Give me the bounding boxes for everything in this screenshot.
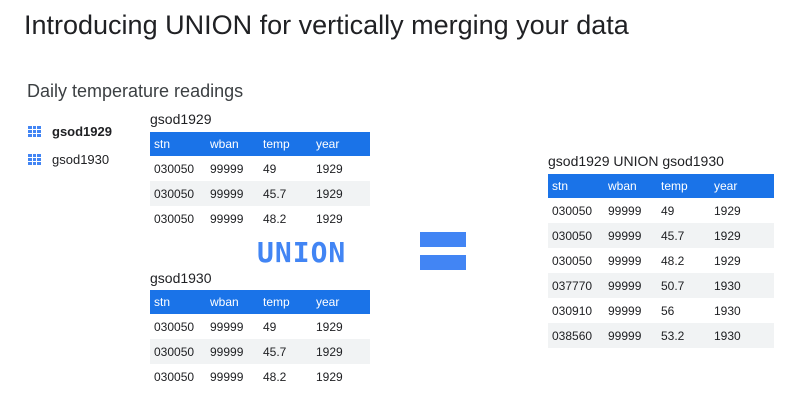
table-row: 030050 99999 48.2 1929 (548, 248, 774, 273)
cell-stn: 030050 (150, 181, 206, 206)
column-header-year: year (312, 132, 370, 156)
table-header-row: stn wban temp year (548, 174, 774, 198)
cell-wban: 99999 (210, 369, 244, 384)
sidebar-item-gsod1930[interactable]: gsod1930 (28, 145, 112, 173)
cell-temp: 56 (661, 303, 675, 318)
cell-year: 1929 (714, 203, 741, 218)
cell-year: 1930 (714, 303, 741, 318)
cell-stn: 030050 (552, 203, 593, 218)
cell-temp: 49 (661, 203, 675, 218)
cell-temp: 48.2 (661, 253, 685, 268)
cell-stn: 030050 (154, 369, 195, 384)
table-gsod1930: stn wban temp year 030050 99999 49 1929 … (150, 290, 370, 389)
column-header-stn: stn (150, 290, 206, 314)
cell-temp: 50.7 (657, 273, 710, 298)
dataset-sidebar: gsod1929 gsod1930 (28, 117, 112, 173)
table-union-result: stn wban temp year 030050 99999 49 1929 … (548, 174, 774, 348)
table-row: 030050 99999 49 1929 (150, 314, 370, 339)
cell-wban: 99999 (604, 223, 657, 248)
cell-year: 1929 (316, 369, 343, 384)
table-caption-gsod1930: gsod1930 (150, 270, 212, 286)
table-row: 030910 99999 56 1930 (548, 298, 774, 323)
cell-wban: 99999 (608, 253, 642, 268)
cell-year: 1929 (312, 339, 370, 364)
cell-temp: 48.2 (263, 211, 287, 226)
cell-temp: 45.7 (657, 223, 710, 248)
cell-year: 1929 (316, 161, 343, 176)
column-header-temp: temp (259, 290, 312, 314)
column-header-year: year (710, 174, 774, 198)
cell-stn: 038560 (548, 323, 604, 348)
cell-wban: 99999 (210, 211, 244, 226)
cell-year: 1929 (714, 253, 741, 268)
table-row: 030050 99999 45.7 1929 (150, 339, 370, 364)
column-header-temp: temp (259, 132, 312, 156)
table-row: 030050 99999 45.7 1929 (150, 181, 370, 206)
column-header-wban: wban (206, 132, 259, 156)
table-caption-gsod1929: gsod1929 (150, 111, 212, 127)
table-row: 030050 99999 45.7 1929 (548, 223, 774, 248)
slide-title: Introducing UNION for vertically merging… (24, 10, 629, 40)
cell-temp: 49 (263, 319, 277, 334)
cell-year: 1929 (316, 319, 343, 334)
cell-temp: 53.2 (657, 323, 710, 348)
cell-wban: 99999 (604, 323, 657, 348)
cell-temp: 49 (263, 161, 277, 176)
cell-stn: 030910 (552, 303, 593, 318)
table-row: 037770 99999 50.7 1930 (548, 273, 774, 298)
table-header-row: stn wban temp year (150, 290, 370, 314)
table-row: 030050 99999 48.2 1929 (150, 364, 370, 389)
sidebar-item-label: gsod1930 (52, 151, 110, 167)
cell-stn: 030050 (154, 161, 195, 176)
cell-year: 1929 (710, 223, 774, 248)
sidebar-item-gsod1929[interactable]: gsod1929 (28, 117, 112, 145)
cell-wban: 99999 (210, 161, 244, 176)
union-keyword: UNION (257, 236, 347, 269)
cell-stn: 030050 (154, 211, 195, 226)
table-grid-icon (28, 125, 41, 137)
cell-stn: 030050 (154, 319, 195, 334)
column-header-temp: temp (657, 174, 710, 198)
table-header-row: stn wban temp year (150, 132, 370, 156)
cell-wban: 99999 (206, 181, 259, 206)
cell-wban: 99999 (206, 339, 259, 364)
cell-wban: 99999 (210, 319, 244, 334)
sidebar-item-label: gsod1929 (52, 123, 112, 139)
column-header-stn: stn (548, 174, 604, 198)
column-header-year: year (312, 290, 370, 314)
cell-year: 1930 (710, 323, 774, 348)
cell-stn: 030050 (548, 223, 604, 248)
table-grid-icon (28, 153, 41, 165)
cell-year: 1930 (710, 273, 774, 298)
table-row: 038560 99999 53.2 1930 (548, 323, 774, 348)
table-gsod1929: stn wban temp year 030050 99999 49 1929 … (150, 132, 370, 231)
cell-wban: 99999 (608, 303, 642, 318)
column-header-stn: stn (150, 132, 206, 156)
equals-sign-top-bar (420, 232, 466, 247)
slide-subtitle: Daily temperature readings (27, 81, 244, 101)
table-row: 030050 99999 49 1929 (548, 198, 774, 223)
cell-temp: 45.7 (259, 339, 312, 364)
table-caption-result: gsod1929 UNION gsod1930 (548, 153, 724, 169)
column-header-wban: wban (206, 290, 259, 314)
cell-wban: 99999 (608, 203, 642, 218)
cell-temp: 45.7 (259, 181, 312, 206)
table-row: 030050 99999 48.2 1929 (150, 206, 370, 231)
cell-wban: 99999 (604, 273, 657, 298)
cell-year: 1929 (316, 211, 343, 226)
table-row: 030050 99999 49 1929 (150, 156, 370, 181)
column-header-wban: wban (604, 174, 657, 198)
cell-stn: 030050 (150, 339, 206, 364)
cell-stn: 030050 (552, 253, 593, 268)
equals-sign-bottom-bar (420, 255, 466, 270)
cell-stn: 037770 (548, 273, 604, 298)
cell-temp: 48.2 (263, 369, 287, 384)
cell-year: 1929 (312, 181, 370, 206)
